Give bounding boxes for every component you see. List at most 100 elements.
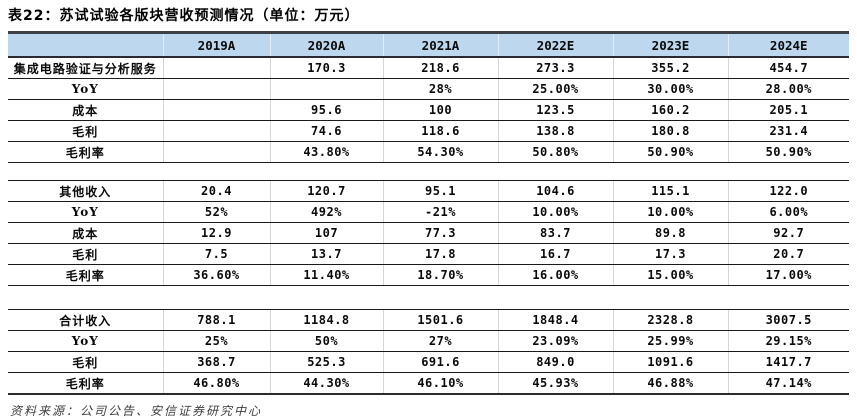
table-row: 集成电路验证与分析服务 170.3 218.6 273.3 355.2 454.7: [8, 56, 849, 79]
value-cell: 118.6: [382, 120, 498, 142]
value-cell: 691.6: [382, 351, 498, 373]
page-title: 表22：苏试试验各版块营收预测情况（单位：万元）: [8, 8, 360, 24]
value-cell: 25.99%: [612, 330, 728, 352]
spacer-cell: [8, 162, 849, 181]
value-cell: 6.00%: [727, 201, 849, 223]
table-row: 毛利率 36.60% 11.40% 18.70% 16.00% 15.00% 17.00%: [8, 264, 849, 286]
row-label: 毛利率: [8, 141, 163, 163]
value-cell: 83.7: [497, 222, 613, 244]
source-note: 资料来源：公司公告、安信证券研究中心: [10, 404, 263, 418]
value-cell: 205.1: [727, 99, 849, 121]
value-cell: 74.6: [269, 120, 383, 142]
row-label: YoY: [8, 201, 163, 223]
value-cell: 849.0: [497, 351, 613, 373]
value-cell: 23.09%: [497, 330, 613, 352]
table-row: 毛利率 43.80% 54.30% 50.80% 50.90% 50.90%: [8, 141, 849, 163]
value-cell: 20.4: [162, 180, 270, 202]
value-cell: 50.80%: [497, 141, 613, 163]
spacer-row: [8, 285, 849, 310]
value-cell: 36.60%: [162, 264, 270, 286]
value-cell: 138.8: [497, 120, 613, 142]
value-cell: 273.3: [497, 56, 613, 79]
value-cell: 120.7: [269, 180, 383, 202]
value-cell: 89.8: [612, 222, 728, 244]
value-cell: 28%: [382, 78, 498, 100]
value-cell: [162, 99, 270, 121]
column-header-2023E: 2023E: [612, 31, 728, 58]
table-row: YoY 52% 492% -21% 10.00% 10.00% 6.00%: [8, 201, 849, 223]
value-cell: 95.6: [269, 99, 383, 121]
value-cell: 50.90%: [727, 141, 849, 163]
value-cell: [162, 78, 270, 100]
value-cell: 1184.8: [269, 309, 383, 331]
value-cell: 16.7: [497, 243, 613, 265]
value-cell: 95.1: [382, 180, 498, 202]
value-cell: 355.2: [612, 56, 728, 79]
row-label: YoY: [8, 78, 163, 100]
value-cell: 50%: [269, 330, 383, 352]
column-header-2020A: 2020A: [269, 31, 383, 58]
table-row: 毛利 368.7 525.3 691.6 849.0 1091.6 1417.7: [8, 351, 849, 373]
value-cell: 231.4: [727, 120, 849, 142]
value-cell: 46.88%: [612, 372, 728, 395]
value-cell: 122.0: [727, 180, 849, 202]
table-row: YoY 25% 50% 27% 23.09% 25.99% 29.15%: [8, 330, 849, 352]
value-cell: [162, 120, 270, 142]
row-label: 其他收入: [8, 180, 163, 202]
value-cell: 20.7: [727, 243, 849, 265]
value-cell: 25%: [162, 330, 270, 352]
value-cell: 115.1: [612, 180, 728, 202]
value-cell: 28.00%: [727, 78, 849, 100]
value-cell: 1417.7: [727, 351, 849, 373]
spacer-row: [8, 162, 849, 181]
value-cell: 50.90%: [612, 141, 728, 163]
value-cell: 16.00%: [497, 264, 613, 286]
value-cell: 54.30%: [382, 141, 498, 163]
value-cell: 30.00%: [612, 78, 728, 100]
value-cell: 45.93%: [497, 372, 613, 395]
value-cell: [162, 141, 270, 163]
value-cell: 104.6: [497, 180, 613, 202]
value-cell: 77.3: [382, 222, 498, 244]
value-cell: 43.80%: [269, 141, 383, 163]
row-label: YoY: [8, 330, 163, 352]
value-cell: 10.00%: [612, 201, 728, 223]
value-cell: 525.3: [269, 351, 383, 373]
value-cell: 218.6: [382, 56, 498, 79]
value-cell: 368.7: [162, 351, 270, 373]
row-label: 毛利率: [8, 264, 163, 286]
row-label: 毛利: [8, 243, 163, 265]
row-label: 毛利: [8, 120, 163, 142]
table-row: 其他收入 20.4 120.7 95.1 104.6 115.1 122.0: [8, 180, 849, 202]
value-cell: 44.30%: [269, 372, 383, 395]
value-cell: 2328.8: [612, 309, 728, 331]
column-header-2021A: 2021A: [382, 31, 498, 58]
value-cell: 1501.6: [382, 309, 498, 331]
table-row: 成本 12.9 107 77.3 83.7 89.8 92.7: [8, 222, 849, 244]
value-cell: 12.9: [162, 222, 270, 244]
value-cell: 454.7: [727, 56, 849, 79]
value-cell: 10.00%: [497, 201, 613, 223]
value-cell: [162, 56, 270, 79]
value-cell: 13.7: [269, 243, 383, 265]
column-header-label: [8, 31, 163, 58]
value-cell: 1848.4: [497, 309, 613, 331]
spacer-cell: [8, 285, 849, 310]
row-label: 成本: [8, 99, 163, 121]
value-cell: 17.00%: [727, 264, 849, 286]
row-label: 毛利: [8, 351, 163, 373]
value-cell: 100: [382, 99, 498, 121]
value-cell: 123.5: [497, 99, 613, 121]
column-header-2022E: 2022E: [497, 31, 613, 58]
revenue-forecast-table: 2019A 2020A 2021A 2022E 2023E 2024E 集成电路…: [8, 31, 849, 395]
value-cell: 17.8: [382, 243, 498, 265]
table-row: 毛利 74.6 118.6 138.8 180.8 231.4: [8, 120, 849, 142]
value-cell: 180.8: [612, 120, 728, 142]
row-label: 成本: [8, 222, 163, 244]
row-label: 毛利率: [8, 372, 163, 395]
value-cell: 7.5: [162, 243, 270, 265]
value-cell: -21%: [382, 201, 498, 223]
value-cell: 27%: [382, 330, 498, 352]
value-cell: 17.3: [612, 243, 728, 265]
value-cell: 18.70%: [382, 264, 498, 286]
